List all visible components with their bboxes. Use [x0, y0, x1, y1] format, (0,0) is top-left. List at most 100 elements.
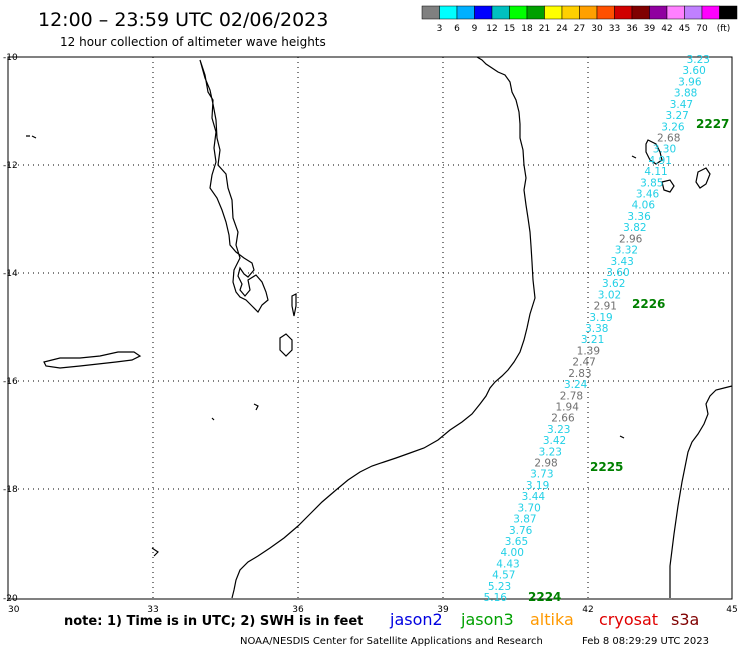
- lake-chilwa-area: [279, 333, 293, 357]
- y-tick-label: -20: [3, 594, 18, 604]
- small-feature-2: [211, 417, 215, 421]
- colorbar-swatch: [544, 5, 563, 20]
- satellite-legend: jason2 jason3 altika cryosat s3a: [389, 610, 699, 629]
- x-tick-label: 45: [726, 605, 737, 615]
- wave-height-value: 3.24: [564, 379, 588, 391]
- wave-height-value: 2.66: [551, 413, 575, 425]
- pass-time-label: 2225: [590, 460, 623, 474]
- wave-height-value: 4.43: [496, 558, 519, 570]
- comoros-island-1: [645, 139, 663, 165]
- wave-height-value: 4.06: [632, 200, 656, 212]
- pass-time-label: 2226: [632, 297, 665, 311]
- wave-height-value: 2.96: [619, 233, 643, 245]
- colorbar-label: 15: [504, 24, 515, 34]
- map-title: 12:00 – 23:59 UTC 02/06/2023: [38, 9, 328, 31]
- map-frame: [7, 56, 733, 600]
- wave-height-value: 3.23: [687, 54, 710, 66]
- colorbar-label: 3: [437, 24, 443, 34]
- colorbar-label: 33: [609, 24, 620, 34]
- wave-height-value: 3.30: [653, 144, 676, 156]
- satellite-name: cryosat: [599, 610, 658, 629]
- colorbar-label: 9: [472, 24, 478, 34]
- wave-height-value: 4.11: [644, 166, 667, 178]
- colorbar-label: 24: [556, 24, 568, 34]
- colorbar-legend: 3 6 9 12 15 18 21 24 27 30 33 36 39 42 45 70 (ft): [421, 5, 738, 34]
- wave-height-value: 3.23: [547, 424, 570, 436]
- satellite-name: altika: [530, 610, 574, 629]
- lake-kariba: [43, 351, 142, 369]
- wave-height-value: 3.46: [636, 189, 660, 201]
- colorbar-swatch: [684, 5, 703, 20]
- colorbar-swatch: [421, 5, 440, 20]
- wave-height-value: 2.78: [560, 390, 583, 402]
- colorbar-label: 12: [486, 24, 497, 34]
- small-feature-3: [151, 547, 159, 557]
- colorbar-label: 21: [539, 24, 550, 34]
- coastline: [26, 56, 733, 599]
- colorbar-label: (ft): [717, 24, 731, 34]
- wave-height-value: 3.60: [606, 267, 629, 279]
- wave-height-value: 3.88: [674, 88, 697, 100]
- wave-height-value: 4.00: [501, 547, 524, 559]
- satellite-name: jason2: [389, 610, 443, 629]
- wave-height-value: 2.47: [572, 357, 595, 369]
- satellite-name: jason3: [460, 610, 514, 629]
- wave-height-value: 2.68: [657, 132, 680, 144]
- wave-height-value: 3.70: [517, 502, 540, 514]
- pass-time-labels: 2227 2226 2225 2224: [528, 117, 729, 604]
- colorbar-swatch: [596, 5, 615, 20]
- colorbar-swatch: [456, 5, 475, 20]
- x-tick-label: 39: [437, 605, 449, 615]
- colorbar-swatch: [474, 5, 493, 20]
- wave-height-value: 3.44: [522, 491, 546, 503]
- small-feature-4: [619, 435, 625, 439]
- wave-height-value: 3.73: [530, 469, 553, 481]
- wave-height-value: 3.21: [581, 334, 604, 346]
- colorbar-swatch: [701, 5, 720, 20]
- colorbar-swatch: [561, 5, 580, 20]
- x-tick-label: 42: [582, 605, 593, 615]
- wave-height-value: 5.23: [488, 581, 511, 593]
- pass-time-label: 2224: [528, 590, 561, 604]
- wave-height-value: 3.26: [661, 121, 685, 133]
- y-tick-label: -14: [3, 269, 18, 279]
- wave-height-value: 4.91: [649, 155, 672, 167]
- timestamp-text: Feb 8 08:29:29 UTC 2023: [582, 636, 709, 647]
- credit-text: NOAA/NESDIS Center for Satellite Applica…: [240, 636, 543, 647]
- wave-height-value: 3.76: [509, 525, 533, 537]
- wave-height-value: 3.43: [610, 256, 633, 268]
- satellite-name: s3a: [671, 610, 699, 629]
- madagascar-coastline: [669, 385, 733, 598]
- wave-height-value: 3.62: [602, 278, 625, 290]
- axis-labels: 30 33 36 39 42 45 -10 -12 -14 -16 -18 -20: [3, 53, 738, 615]
- wave-height-value: 3.87: [513, 514, 536, 526]
- wave-height-value: 2.98: [534, 458, 557, 470]
- wave-height-value: 3.60: [682, 65, 705, 77]
- wave-height-value: 3.23: [539, 446, 562, 458]
- colorbar-swatch: [579, 5, 598, 20]
- wave-height-value: 1.94: [556, 401, 580, 413]
- colorbar-label: 6: [454, 24, 460, 34]
- y-tick-label: -18: [3, 485, 18, 495]
- colorbar-swatch: [631, 5, 650, 20]
- colorbar-label: 45: [679, 24, 690, 34]
- x-tick-label: 30: [8, 605, 20, 615]
- wave-height-value: 3.32: [615, 245, 638, 257]
- wave-height-value: 3.02: [598, 289, 621, 301]
- colorbar-swatch: [491, 5, 510, 20]
- jason3-track-values: 3.233.603.963.883.473.273.262.683.304.91…: [484, 54, 710, 604]
- wave-height-value: 3.36: [627, 211, 651, 223]
- wave-height-value: 3.82: [623, 222, 646, 234]
- x-tick-label: 33: [147, 605, 158, 615]
- y-tick-label: -10: [3, 53, 18, 63]
- small-feature-5: [631, 155, 637, 159]
- wave-height-value: 3.47: [670, 99, 693, 111]
- colorbar-swatch: [649, 5, 668, 20]
- wave-height-value: 2.91: [594, 301, 617, 313]
- wave-height-value: 3.96: [678, 76, 702, 88]
- wave-height-value: 3.38: [585, 323, 608, 335]
- colorbar-label: 30: [591, 24, 603, 34]
- comoros-island-2: [661, 179, 675, 193]
